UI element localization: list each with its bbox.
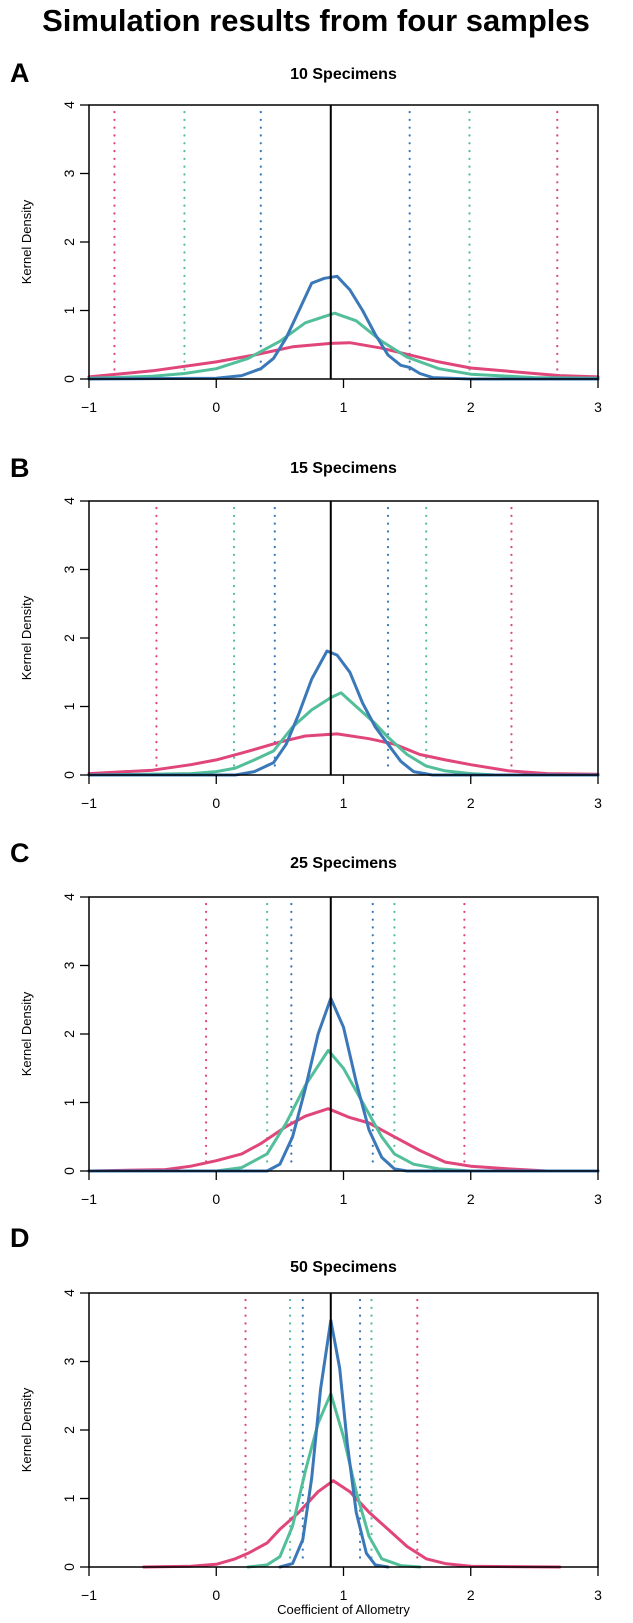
x-tick-label: 1 xyxy=(340,1587,348,1603)
panel-a: A 10 Specimens 0 1 2 3 4 −1 0 1 2 3 Kernel Density xyxy=(10,58,602,415)
x-tick-label: 3 xyxy=(594,795,602,811)
panel-b: B 15 Specimens 0 1 2 3 4 −1 0 1 2 3 Kernel Density xyxy=(10,453,602,811)
panel-label: B xyxy=(10,453,30,483)
panel-title: 25 Specimens xyxy=(290,855,397,872)
density-curve-pink xyxy=(87,1107,600,1173)
plot-frame xyxy=(88,1292,599,1568)
y-tick-label: 0 xyxy=(61,1167,77,1175)
x-tick-label: 0 xyxy=(212,399,220,415)
x-tick-label: 2 xyxy=(467,399,475,415)
y-tick-label: 3 xyxy=(61,961,77,969)
x-tick-label: 1 xyxy=(340,795,348,811)
x-axis-label: Coefficient of Allometry xyxy=(277,1602,410,1617)
y-tick-label: 1 xyxy=(61,1494,77,1502)
x-tick-label: −1 xyxy=(81,1191,97,1207)
y-tick-label: 4 xyxy=(61,497,77,505)
y-axis-label: Kernel Density xyxy=(19,991,34,1076)
x-tick-label: −1 xyxy=(81,795,97,811)
x-tick-label: 0 xyxy=(212,795,220,811)
density-curve-pink xyxy=(87,341,600,379)
x-tick-label: 0 xyxy=(212,1587,220,1603)
x-tick-label: 2 xyxy=(467,795,475,811)
y-tick-label: 0 xyxy=(61,1563,77,1571)
figure-title: Simulation results from four samples xyxy=(42,3,590,38)
panel-title: 15 Specimens xyxy=(290,460,397,477)
y-tick-label: 1 xyxy=(61,306,77,314)
density-curve-blue xyxy=(87,274,600,381)
plot-frame xyxy=(88,896,599,1172)
density-curve-pink xyxy=(87,732,600,776)
y-tick-label: 4 xyxy=(61,101,77,109)
x-tick-label: 0 xyxy=(212,1191,220,1207)
panel-label: D xyxy=(10,1223,30,1253)
y-tick-label: 3 xyxy=(61,169,77,177)
x-tick-label: 3 xyxy=(594,399,602,415)
density-curve-blue xyxy=(87,649,600,777)
density-curve-green xyxy=(87,311,600,380)
y-axis-label: Kernel Density xyxy=(19,1387,34,1472)
density-curve-blue xyxy=(278,1318,390,1569)
y-tick-label: 2 xyxy=(61,1030,77,1038)
y-tick-label: 3 xyxy=(61,1357,77,1365)
y-tick-label: 4 xyxy=(61,893,77,901)
y-tick-label: 2 xyxy=(61,634,77,642)
y-axis-label: Kernel Density xyxy=(19,199,34,284)
density-curve-green xyxy=(87,1048,600,1173)
x-tick-label: 2 xyxy=(467,1191,475,1207)
panel-title: 50 Specimens xyxy=(290,1259,397,1276)
x-tick-label: 3 xyxy=(594,1191,602,1207)
panel-c: C 25 Specimens 0 1 2 3 4 −1 0 1 2 3 Kernel Density xyxy=(10,838,602,1207)
y-axis-label: Kernel Density xyxy=(19,595,34,680)
panel-d: D 50 Specimens 0 1 2 3 4 −1 0 1 2 3 Kernel Density Co… xyxy=(10,1223,602,1617)
x-tick-label: 2 xyxy=(467,1587,475,1603)
x-tick-label: 1 xyxy=(340,399,348,415)
y-tick-label: 1 xyxy=(61,702,77,710)
x-tick-label: −1 xyxy=(81,399,97,415)
y-tick-label: 3 xyxy=(61,565,77,573)
y-tick-label: 0 xyxy=(61,375,77,383)
panel-label: A xyxy=(10,58,30,88)
density-curve-green xyxy=(87,691,600,777)
y-tick-label: 0 xyxy=(61,771,77,779)
y-tick-label: 2 xyxy=(61,1426,77,1434)
panel-title: 10 Specimens xyxy=(290,66,397,83)
x-tick-label: −1 xyxy=(81,1587,97,1603)
y-tick-label: 4 xyxy=(61,1289,77,1297)
y-tick-label: 2 xyxy=(61,238,77,246)
density-curve-blue xyxy=(87,996,600,1173)
y-tick-label: 1 xyxy=(61,1098,77,1106)
x-tick-label: 1 xyxy=(340,1191,348,1207)
panel-label: C xyxy=(10,838,30,868)
x-tick-label: 3 xyxy=(594,1587,602,1603)
plot-frame xyxy=(88,104,599,380)
density-curve-pink xyxy=(142,1479,562,1569)
